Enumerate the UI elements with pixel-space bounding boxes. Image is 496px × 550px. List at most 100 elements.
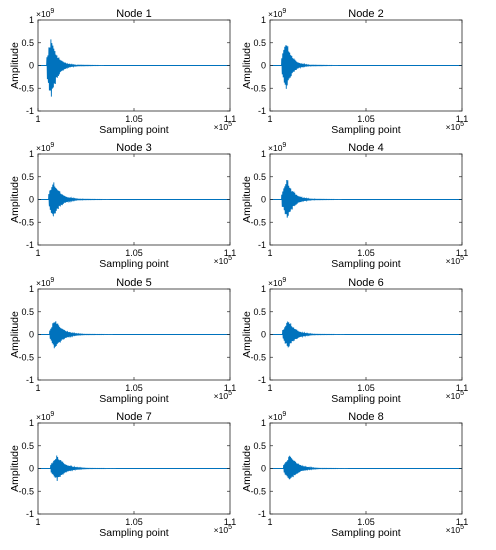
x-axis-exponent: ×105 [446,524,464,535]
y-axis-exponent: ×109 [36,8,54,19]
subplot-title: Node 8 [348,411,383,423]
x-tick-label: 1 [267,517,272,527]
y-tick-label: -1 [26,106,34,116]
y-tick-label: 1 [29,418,34,428]
x-tick-label: 1 [267,248,272,258]
subplot-title: Node 2 [348,8,383,20]
signal-line [270,321,462,348]
x-tick-label: 1.1 [224,248,237,258]
y-axis-exponent: ×109 [268,411,286,422]
subplot-title: Node 3 [116,142,151,154]
subplot-node-1: -1 -0.5 0 0.5 1 1 1.05 1.1 Node 1 ×109 ×105 Samplin… [9,8,236,136]
y-tick-label: 0.5 [21,307,34,317]
y-tick-label: 0 [261,464,266,474]
signal-line [270,45,462,89]
y-tick-label: 0 [29,330,34,340]
x-axis-label: Sampling point [331,527,401,539]
y-tick-label: 1 [261,149,266,159]
y-tick-label: -1 [26,375,34,385]
y-axis-label: Amplitude [9,176,21,223]
y-axis-label: Amplitude [241,445,253,492]
y-tick-label: 0.5 [21,172,34,182]
x-axis-label: Sampling point [99,124,169,136]
y-tick-label: 1 [29,284,34,294]
y-tick-label: 0 [29,61,34,71]
y-tick-label: 0 [261,61,266,71]
subplot-title: Node 6 [348,277,383,289]
y-axis-exponent: ×109 [268,277,286,288]
y-tick-label: -0.5 [18,486,34,496]
y-axis-exponent: ×109 [36,142,54,153]
y-tick-label: 1 [261,418,266,428]
x-axis-label: Sampling point [331,258,401,270]
y-tick-label: 0 [261,195,266,205]
x-tick-label: 1.1 [456,114,469,124]
y-axis-exponent: ×109 [268,142,286,153]
x-tick-label: 1.05 [357,114,375,124]
y-axis-label: Amplitude [241,42,253,89]
x-axis-label: Sampling point [331,124,401,136]
x-axis-exponent: ×105 [214,121,232,132]
y-axis-exponent: ×109 [36,411,54,422]
x-tick-label: 1 [35,517,40,527]
x-axis-exponent: ×105 [214,390,232,401]
subplot-node-7: -1 -0.5 0 0.5 1 1 1.05 1.1 Node 7 ×109 ×105 Samplin… [9,411,236,539]
x-axis-label: Sampling point [331,393,401,405]
x-tick-label: 1.05 [357,248,375,258]
y-tick-label: 0.5 [21,38,34,48]
y-tick-label: -0.5 [250,217,266,227]
signal-line [38,321,230,349]
signal-line [38,455,230,481]
y-tick-label: 1 [29,15,34,25]
subplot-title: Node 7 [116,411,151,423]
y-tick-label: -1 [26,240,34,250]
y-tick-label: -0.5 [250,352,266,362]
signal-line [270,455,462,480]
y-tick-label: -0.5 [18,352,34,362]
y-tick-label: 0 [261,330,266,340]
x-tick-label: 1.1 [456,517,469,527]
x-tick-label: 1.1 [456,383,469,393]
y-axis-label: Amplitude [241,311,253,358]
signal-line [38,182,230,217]
x-tick-label: 1.1 [224,517,237,527]
x-axis-exponent: ×105 [214,255,232,266]
x-tick-label: 1 [267,114,272,124]
x-axis-exponent: ×105 [446,255,464,266]
y-tick-label: 0.5 [253,307,266,317]
x-axis-label: Sampling point [99,258,169,270]
y-axis-exponent: ×109 [268,8,286,19]
y-tick-label: 0 [29,464,34,474]
x-axis-label: Sampling point [99,393,169,405]
x-axis-exponent: ×105 [446,390,464,401]
y-tick-label: 1 [261,15,266,25]
subplot-node-6: -1 -0.5 0 0.5 1 1 1.05 1.1 Node 6 ×109 ×105 Samplin… [241,277,468,405]
x-tick-label: 1.05 [357,517,375,527]
y-tick-label: -0.5 [250,83,266,93]
y-tick-label: -1 [258,106,266,116]
y-tick-label: 0 [29,195,34,205]
subplot-node-4: -1 -0.5 0 0.5 1 1 1.05 1.1 Node 4 ×109 ×105 Samplin… [241,142,468,270]
y-tick-label: 0.5 [253,172,266,182]
x-tick-label: 1 [35,248,40,258]
y-axis-label: Amplitude [9,311,21,358]
x-axis-exponent: ×105 [214,524,232,535]
y-axis-exponent: ×109 [36,277,54,288]
subplot-node-3: -1 -0.5 0 0.5 1 1 1.05 1.1 Node 3 ×109 ×105 Samplin… [9,142,236,270]
y-tick-label: 1 [29,149,34,159]
y-tick-label: 1 [261,284,266,294]
subplot-node-5: -1 -0.5 0 0.5 1 1 1.05 1.1 Node 5 ×109 ×105 Samplin… [9,277,236,405]
signal-line [270,180,462,218]
x-axis-exponent: ×105 [446,121,464,132]
y-tick-label: -1 [26,509,34,519]
subplot-node-2: -1 -0.5 0 0.5 1 1 1.05 1.1 Node 2 ×109 ×105 Samplin… [241,8,468,136]
y-tick-label: -0.5 [250,486,266,496]
subplot-title: Node 4 [348,142,383,154]
x-tick-label: 1.1 [456,248,469,258]
x-tick-label: 1.05 [357,383,375,393]
y-tick-label: -0.5 [18,83,34,93]
x-tick-label: 1 [35,383,40,393]
subplot-node-8: -1 -0.5 0 0.5 1 1 1.05 1.1 Node 8 ×109 ×105 Samplin… [241,411,468,539]
y-tick-label: 0.5 [21,441,34,451]
